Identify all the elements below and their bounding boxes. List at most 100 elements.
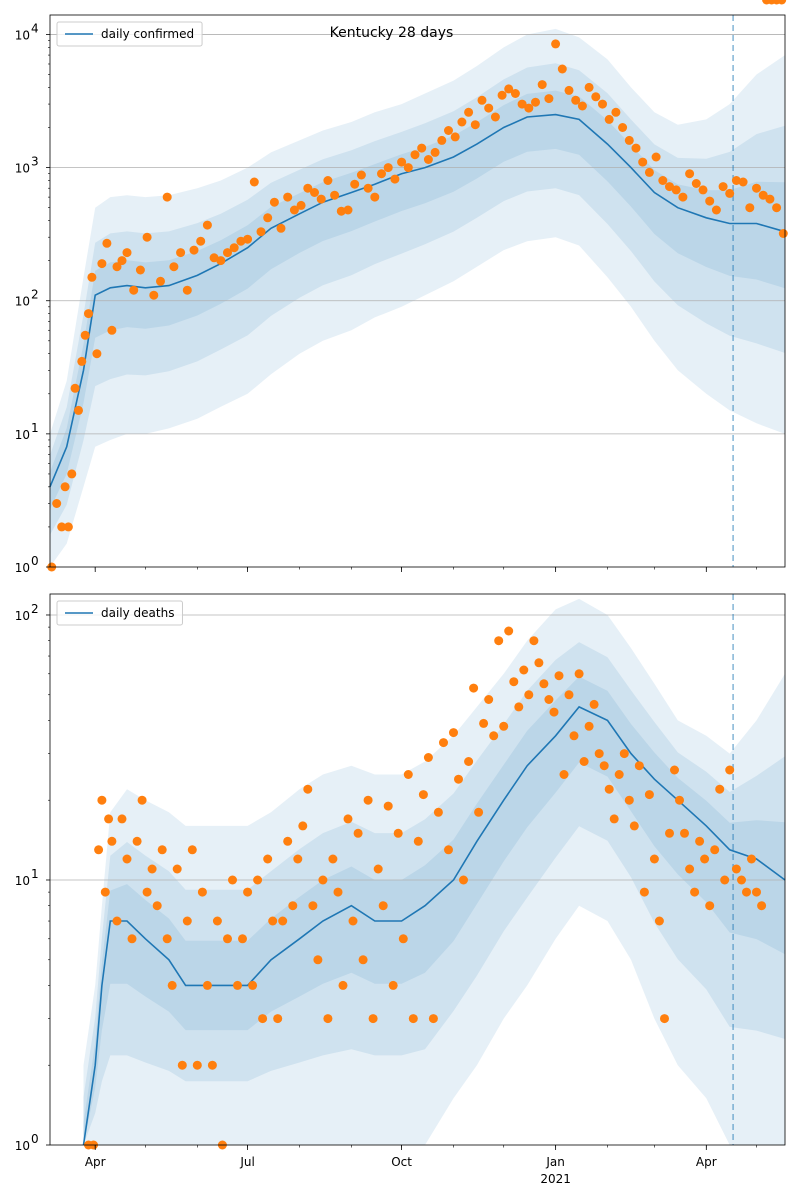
- data-point: [132, 836, 142, 846]
- data-point: [564, 690, 574, 700]
- data-point: [117, 814, 127, 824]
- confidence-band: [83, 598, 785, 1145]
- data-point: [383, 801, 393, 811]
- data-point: [629, 821, 639, 831]
- data-point: [705, 901, 715, 911]
- data-point: [273, 1014, 283, 1024]
- confidence-band: [83, 676, 785, 1145]
- data-point: [654, 916, 664, 926]
- data-point: [107, 325, 117, 335]
- data-point: [348, 916, 358, 926]
- data-point: [296, 200, 306, 210]
- data-point: [778, 229, 788, 238]
- data-point: [752, 183, 761, 193]
- data-point: [569, 731, 579, 741]
- data-point: [92, 349, 102, 359]
- data-point: [665, 182, 674, 192]
- data-point: [758, 190, 768, 200]
- data-point: [182, 916, 192, 926]
- data-point: [397, 157, 407, 167]
- data-point: [777, 0, 787, 5]
- data-point: [223, 248, 232, 258]
- data-point: [216, 256, 226, 266]
- data-point: [278, 916, 288, 926]
- data-point: [577, 101, 587, 111]
- x-tick-label: Apr: [696, 1155, 717, 1169]
- data-point: [398, 934, 408, 944]
- data-point: [499, 721, 509, 731]
- data-point: [504, 84, 514, 94]
- data-point: [233, 980, 242, 990]
- data-point: [57, 522, 67, 532]
- data-point: [534, 658, 544, 668]
- data-point: [619, 749, 629, 759]
- data-point: [343, 205, 353, 215]
- data-point: [330, 190, 340, 200]
- data-point: [152, 901, 162, 911]
- data-point: [410, 150, 420, 160]
- data-point: [449, 728, 458, 738]
- x-tick-label: Oct: [391, 1155, 412, 1169]
- data-point: [176, 248, 186, 258]
- data-point: [598, 99, 607, 109]
- data-point: [228, 875, 237, 885]
- data-point: [167, 980, 177, 990]
- data-point: [142, 887, 152, 897]
- data-point: [604, 784, 614, 794]
- axes-frame: [49, 593, 786, 1146]
- data-point: [670, 765, 679, 775]
- legend: daily deaths: [56, 600, 183, 626]
- data-point: [459, 875, 468, 885]
- data-point: [263, 213, 273, 223]
- data-point: [504, 626, 514, 636]
- data-point: [97, 259, 107, 269]
- legend: daily confirmed: [56, 21, 203, 47]
- data-point: [554, 671, 564, 681]
- data-point: [117, 256, 127, 266]
- x-axis-ticks: [94, 567, 757, 572]
- y-tick-label: 10: [15, 874, 30, 888]
- data-point: [135, 265, 145, 275]
- data-point: [343, 814, 353, 824]
- data-point: [649, 854, 659, 864]
- data-point: [439, 738, 448, 748]
- data-point: [747, 854, 756, 864]
- data-point: [651, 152, 661, 162]
- data-point: [705, 196, 715, 206]
- y-tick-exponent: 1: [31, 421, 39, 435]
- data-point: [156, 276, 165, 286]
- data-point: [137, 795, 147, 805]
- data-point: [373, 864, 383, 874]
- data-point: [469, 683, 479, 693]
- data-point: [263, 854, 273, 864]
- data-point: [288, 901, 298, 911]
- data-point: [84, 309, 93, 319]
- data-point: [484, 103, 494, 113]
- data-point: [283, 836, 293, 846]
- data-point: [358, 955, 368, 965]
- data-point: [517, 99, 527, 109]
- data-point: [196, 236, 206, 246]
- data-point: [350, 179, 360, 189]
- data-point: [484, 695, 494, 704]
- data-point: [323, 1014, 333, 1024]
- y-tick-exponent: 2: [31, 602, 39, 616]
- data-point: [470, 120, 480, 130]
- data-point: [243, 887, 253, 897]
- data-point: [52, 499, 62, 508]
- data-point: [695, 836, 705, 846]
- data-point: [258, 1014, 268, 1024]
- data-point: [249, 177, 259, 187]
- data-point: [147, 864, 157, 874]
- data-point: [363, 795, 373, 805]
- data-point: [571, 95, 581, 105]
- data-point: [529, 636, 539, 646]
- data-point: [604, 114, 614, 124]
- data-point: [112, 916, 122, 926]
- data-point: [87, 272, 97, 282]
- data-point: [67, 469, 77, 479]
- data-point: [715, 784, 725, 794]
- y-tick-label: 10: [15, 295, 30, 309]
- data-point: [738, 177, 748, 187]
